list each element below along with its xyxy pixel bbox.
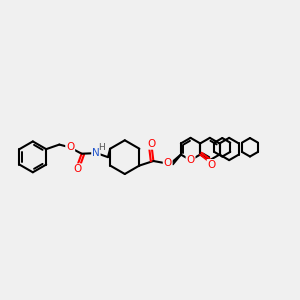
Text: O: O	[208, 160, 216, 170]
Text: O: O	[186, 155, 195, 165]
Text: N: N	[92, 148, 100, 158]
Text: O: O	[148, 139, 156, 149]
Text: O: O	[66, 142, 74, 152]
Text: O: O	[73, 164, 81, 174]
Text: H: H	[98, 143, 105, 152]
Text: O: O	[164, 158, 172, 168]
